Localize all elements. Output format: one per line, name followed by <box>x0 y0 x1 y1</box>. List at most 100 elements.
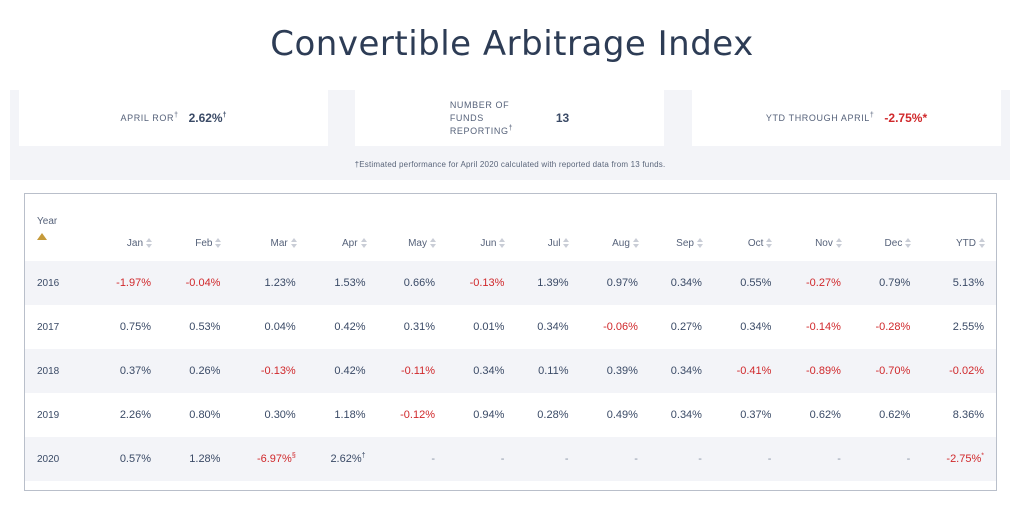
column-header-label: Feb <box>195 238 213 249</box>
value-cell: - <box>649 437 714 481</box>
value-cell: 2.55% <box>952 321 984 333</box>
value-cell: 1.53% <box>307 261 378 305</box>
column-header-label: Nov <box>815 238 833 249</box>
column-header-sep[interactable]: Sep <box>650 210 714 261</box>
april-ror-label: APRIL ROR† <box>120 111 179 123</box>
value-cell: -0.13% <box>232 349 308 393</box>
sort-ascending-icon <box>37 233 47 240</box>
column-header-dec[interactable]: Dec <box>853 210 922 261</box>
value-cell: -0.70% <box>852 349 923 393</box>
value-cell: 0.57% <box>93 437 164 481</box>
value-cell: -0.12% <box>400 409 435 421</box>
returns-table: Year Jan Feb Mar Apr May Jun Jul Aug Sep Oct Nov De… <box>25 210 996 481</box>
value-cell: -0.11% <box>377 349 447 393</box>
value-cell: - <box>447 437 517 481</box>
value-cell: 0.01% <box>473 321 505 333</box>
april-ror-value: 2.62%† <box>188 111 227 125</box>
value-cell: -6.97%§ <box>232 437 308 481</box>
column-header-mar[interactable]: Mar <box>232 210 307 261</box>
value-cell: 1.23% <box>232 261 308 305</box>
column-header-label: May <box>408 238 427 249</box>
value-cell: -0.89% <box>783 349 853 393</box>
year-cell: 2019 <box>37 409 60 421</box>
value-cell: - <box>516 437 581 481</box>
column-header-aug[interactable]: Aug <box>580 210 649 261</box>
value-cell: 1.28% <box>163 437 233 481</box>
column-header-jun[interactable]: Jun <box>447 210 516 261</box>
value-cell: 0.26% <box>163 349 233 393</box>
value-cell: 0.53% <box>189 321 221 333</box>
value-cell: -0.13% <box>447 261 517 305</box>
table-row: 2017 0.75% 0.53% 0.04% 0.42% 0.31% 0.01% 0.34% -… <box>25 305 996 349</box>
value-cell: - <box>713 437 784 481</box>
value-cell: 0.31% <box>403 321 435 333</box>
column-header-label: Jul <box>547 238 561 249</box>
sort-icon <box>979 237 986 249</box>
column-header-label: YTD <box>956 238 976 249</box>
sort-icon <box>835 237 843 249</box>
value-cell: 0.39% <box>580 349 650 393</box>
sort-icon <box>766 237 773 249</box>
value-cell: 0.34% <box>670 409 702 421</box>
returns-table-container: Year Jan Feb Mar Apr May Jun Jul Aug Sep Oct Nov De… <box>24 193 997 491</box>
funds-reporting-label: NUMBER OF FUNDS REPORTING† <box>449 99 514 136</box>
column-header-year[interactable]: Year <box>25 210 94 261</box>
column-header-jan[interactable]: Jan <box>94 210 163 261</box>
page-title: Convertible Arbitrage Index <box>270 24 754 64</box>
table-body: 2016 -1.97% -0.04% 1.23% 1.53% 0.66% -0.13% 1.3… <box>25 261 996 481</box>
table-row: 2018 0.37% 0.26% -0.13% 0.42% -0.11% 0.34% 0.11… <box>25 349 996 393</box>
value-cell: 0.34% <box>740 321 772 333</box>
value-cell: -0.28% <box>875 321 911 333</box>
year-cell: 2020 <box>25 437 94 481</box>
table-row: 2020 0.57% 1.28% -6.97%§ 2.62%† - - - - - - - - -2.75… <box>25 437 996 481</box>
column-header-label: Mar <box>270 238 288 249</box>
value-cell: 0.34% <box>537 321 569 333</box>
table-row: 2016 -1.97% -0.04% 1.23% 1.53% 0.66% -0.13% 1.3… <box>25 261 996 305</box>
value-cell: -0.27% <box>783 261 853 305</box>
value-cell: 0.30% <box>264 409 296 421</box>
value-cell: 0.42% <box>307 349 378 393</box>
value-cell: 5.13% <box>922 261 996 305</box>
ytd-value: -2.75%* <box>884 111 928 125</box>
column-header-feb[interactable]: Feb <box>163 210 232 261</box>
ytd-label: YTD THROUGH APRIL† <box>765 111 875 123</box>
sort-icon <box>215 237 222 249</box>
column-header-ytd[interactable]: YTD <box>922 210 996 261</box>
sort-icon <box>499 237 506 249</box>
value-cell: 2.62%† <box>307 437 378 481</box>
value-cell: 0.55% <box>713 261 784 305</box>
funds-reporting-value: 13 <box>555 111 570 125</box>
column-header-label: Sep <box>676 238 694 249</box>
value-cell: 2.26% <box>119 409 152 421</box>
value-cell: 0.66% <box>377 261 447 305</box>
year-cell: 2016 <box>25 261 94 305</box>
year-header-label: Year <box>37 216 58 227</box>
value-cell: -1.97% <box>93 261 164 305</box>
value-cell: 0.28% <box>537 409 569 421</box>
value-cell: 0.37% <box>93 349 164 393</box>
value-cell: -0.41% <box>713 349 784 393</box>
value-cell: 0.34% <box>447 349 517 393</box>
table-header-row: Year Jan Feb Mar Apr May Jun Jul Aug Sep Oct Nov De… <box>25 210 996 261</box>
column-header-label: Apr <box>341 238 358 249</box>
column-header-oct[interactable]: Oct <box>714 210 783 261</box>
value-cell: -0.04% <box>163 261 233 305</box>
value-cell: -0.06% <box>603 321 638 333</box>
funds-reporting-card: NUMBER OF FUNDS REPORTING† 13 <box>355 90 664 146</box>
sort-icon <box>430 237 437 249</box>
april-ror-card: APRIL ROR† 2.62%† <box>19 90 328 146</box>
sort-icon <box>632 237 640 249</box>
column-header-label: Dec <box>884 238 903 249</box>
value-cell: - <box>852 437 923 481</box>
value-cell: - <box>580 437 650 481</box>
value-cell: 0.79% <box>852 261 923 305</box>
sort-icon <box>360 237 368 249</box>
column-header-apr[interactable]: Apr <box>308 210 378 261</box>
column-header-nov[interactable]: Nov <box>783 210 852 261</box>
column-header-jul[interactable]: Jul <box>516 210 580 261</box>
column-header-label: Aug <box>612 238 630 249</box>
column-header-may[interactable]: May <box>378 210 447 261</box>
column-header-label: Oct <box>747 238 764 249</box>
sort-icon <box>905 237 912 249</box>
sort-icon <box>146 237 153 249</box>
